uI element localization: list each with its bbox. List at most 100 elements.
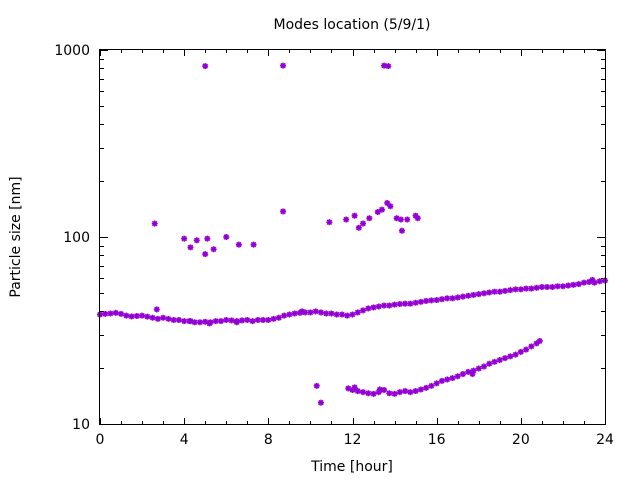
data-point <box>281 312 288 319</box>
x-tick-label: 0 <box>96 432 105 448</box>
data-point <box>486 360 493 367</box>
data-point <box>354 309 361 316</box>
data-point <box>223 316 230 323</box>
data-point <box>428 382 435 389</box>
data-point <box>370 390 377 397</box>
data-point <box>533 284 540 291</box>
data-point <box>210 246 217 253</box>
data-point <box>349 311 356 318</box>
data-point <box>317 309 324 316</box>
data-point <box>333 311 340 318</box>
chart-title: Modes location (5/9/1) <box>274 17 431 33</box>
data-point <box>260 316 267 323</box>
data-point <box>265 316 272 323</box>
data-point <box>270 315 277 322</box>
data-point <box>549 284 556 291</box>
data-point <box>391 390 398 397</box>
data-point <box>249 318 256 325</box>
data-point <box>149 314 156 321</box>
data-point <box>381 62 388 69</box>
data-point <box>355 224 362 231</box>
data-point <box>343 216 350 223</box>
data-point <box>223 234 230 240</box>
data-point <box>344 312 351 319</box>
data-point <box>275 314 282 321</box>
data-point <box>575 281 582 288</box>
data-point <box>496 356 503 363</box>
x-axis-label: Time [hour] <box>310 459 393 475</box>
data-point <box>523 346 530 353</box>
data-point <box>396 389 403 396</box>
data-point <box>580 279 587 286</box>
data-point <box>444 295 451 302</box>
data-point <box>360 307 367 314</box>
data-point <box>481 290 488 297</box>
data-point <box>144 313 151 320</box>
data-point <box>317 399 324 406</box>
data-point <box>338 311 345 318</box>
data-point <box>280 208 287 215</box>
data-point <box>307 309 314 316</box>
data-point <box>381 302 388 309</box>
data-point <box>423 384 430 391</box>
data-points <box>97 62 608 406</box>
data-point <box>254 316 261 323</box>
data-point <box>528 285 535 292</box>
data-point <box>470 291 477 298</box>
data-point <box>386 302 393 309</box>
data-point <box>385 63 392 70</box>
data-point <box>378 206 385 213</box>
x-tick-label: 12 <box>344 432 362 448</box>
data-point <box>170 316 177 323</box>
data-point <box>235 241 242 248</box>
data-point <box>374 209 381 216</box>
x-tick-label: 4 <box>180 432 189 448</box>
data-point <box>538 284 545 291</box>
data-point <box>589 276 596 283</box>
data-point <box>565 282 572 289</box>
x-tick-label: 8 <box>264 432 273 448</box>
data-point <box>153 306 160 313</box>
data-point <box>502 355 509 362</box>
data-point <box>312 308 319 315</box>
data-point <box>351 212 358 219</box>
data-point <box>438 377 445 384</box>
data-point <box>133 313 140 320</box>
data-point <box>384 199 391 206</box>
data-point <box>365 390 372 397</box>
y-tick-label: 1000 <box>54 43 90 59</box>
data-point <box>139 312 146 319</box>
data-point <box>475 291 482 298</box>
data-point <box>433 297 440 304</box>
data-point <box>217 318 224 325</box>
data-point <box>233 319 240 326</box>
data-point <box>326 219 333 226</box>
data-point <box>154 315 161 322</box>
data-point <box>397 216 404 223</box>
data-point <box>244 316 251 323</box>
data-point <box>398 227 405 234</box>
data-point <box>206 320 213 327</box>
data-point <box>414 215 421 222</box>
data-point <box>165 315 172 322</box>
data-point <box>423 297 430 304</box>
data-point <box>454 294 461 301</box>
data-point <box>512 286 519 293</box>
axes: 0 4 8 12 16 20 24 10 100 1000 <box>54 43 614 448</box>
plot-frame <box>99 49 606 425</box>
data-point <box>475 365 482 372</box>
data-point <box>554 283 561 290</box>
data-point <box>370 304 377 311</box>
data-point <box>517 348 524 355</box>
data-point <box>459 293 466 300</box>
data-point <box>596 278 603 285</box>
data-point <box>250 241 257 248</box>
data-point <box>286 311 293 318</box>
data-point <box>402 388 409 395</box>
data-point <box>128 313 135 320</box>
data-point <box>481 363 488 370</box>
data-point <box>402 300 409 307</box>
data-point <box>412 299 419 306</box>
data-point <box>328 310 335 317</box>
data-point <box>360 220 367 227</box>
